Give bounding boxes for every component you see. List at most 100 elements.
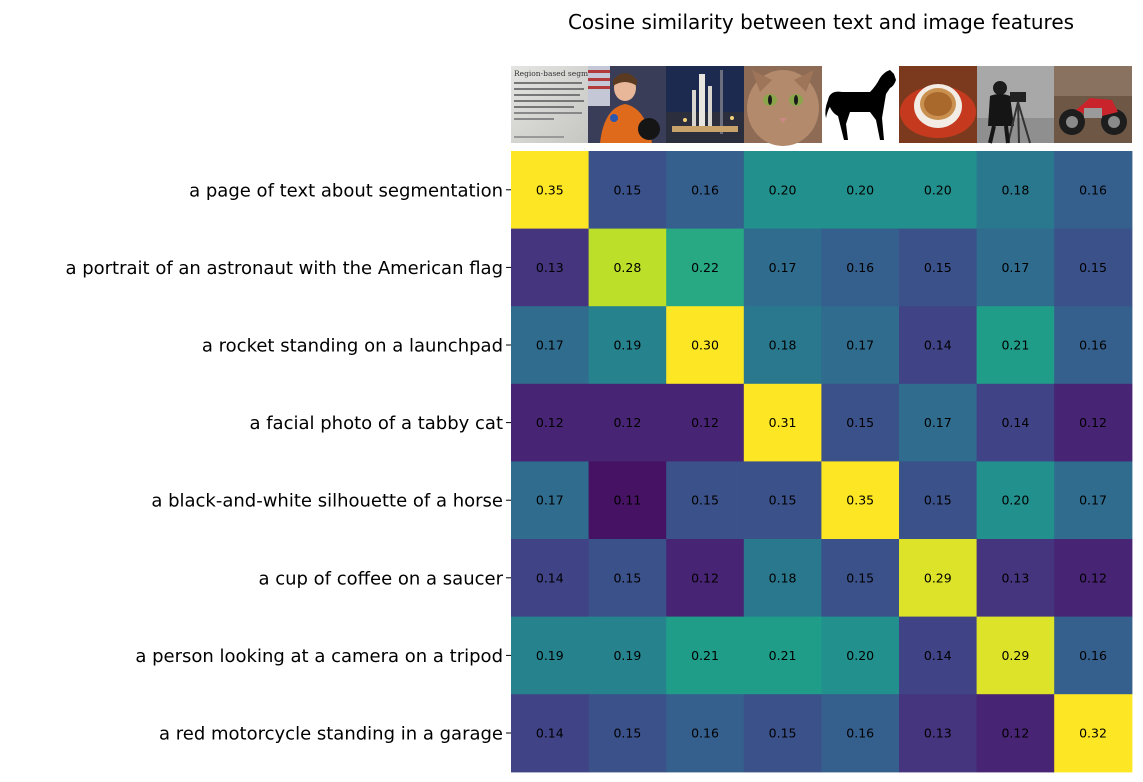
heatmap-cell — [743, 461, 822, 540]
heatmap-cell — [666, 383, 745, 462]
cell-value-label: 0.20 — [769, 182, 797, 197]
cell-value-label: 0.21 — [691, 648, 719, 663]
heatmap-cell — [588, 383, 667, 462]
heatmap-cell — [511, 151, 590, 230]
thumb-coffee-cup — [899, 66, 977, 143]
heatmap-cell — [743, 539, 822, 618]
cell-value-label: 0.17 — [536, 338, 564, 353]
cell-value-label: 0.15 — [613, 570, 641, 585]
row-labels: a page of text about segmentation a portr… — [65, 180, 511, 745]
cell-value-label: 0.13 — [536, 260, 564, 275]
heatmap-cell — [511, 694, 590, 773]
cell-value-label: 0.12 — [1079, 570, 1107, 585]
thumb-tabby-cat — [744, 66, 822, 146]
heatmap-cell — [666, 539, 745, 618]
cell-value-label: 0.17 — [536, 493, 564, 508]
row-label: a facial photo of a tabby cat — [249, 413, 503, 434]
cell-value-label: 0.22 — [691, 260, 719, 275]
cell-value-label: 0.15 — [613, 726, 641, 741]
cell-value-label: 0.28 — [613, 260, 641, 275]
heatmap-cell — [666, 151, 745, 230]
heatmap-cell — [976, 461, 1055, 540]
heatmap-cell — [899, 151, 978, 230]
row-label: a person looking at a camera on a tripod — [135, 646, 503, 667]
heatmap-cell — [511, 539, 590, 618]
cell-value-label: 0.17 — [924, 415, 952, 430]
cell-value-label: 0.12 — [536, 415, 564, 430]
cell-value-label: 0.16 — [846, 260, 874, 275]
cell-value-label: 0.20 — [846, 648, 874, 663]
heatmap-cell — [899, 306, 978, 385]
cell-value-label: 0.12 — [1001, 726, 1029, 741]
heatmap-cell — [1054, 539, 1133, 618]
thumb-horse-silhouette — [822, 66, 899, 143]
cell-value-label: 0.12 — [1079, 415, 1107, 430]
cell-value-label: 0.14 — [924, 338, 952, 353]
heatmap-cell — [976, 694, 1055, 773]
cell-value-label: 0.19 — [536, 648, 564, 663]
heatmap-cell — [821, 694, 900, 773]
cell-value-label: 0.35 — [536, 182, 564, 197]
cell-value-label: 0.14 — [924, 648, 952, 663]
cell-value-label: 0.35 — [846, 493, 874, 508]
heatmap-cell — [511, 228, 590, 307]
heatmap-cell — [588, 151, 667, 230]
heatmap-cell — [821, 306, 900, 385]
cell-value-label: 0.15 — [924, 493, 952, 508]
heatmap-cell — [666, 306, 745, 385]
heatmap-cell — [588, 228, 667, 307]
cell-value-label: 0.19 — [613, 338, 641, 353]
heatmap-cell — [511, 383, 590, 462]
heatmap-cell — [743, 694, 822, 773]
thumb-astronaut — [588, 66, 666, 143]
cell-value-label: 0.16 — [846, 726, 874, 741]
heatmap-cell — [666, 616, 745, 695]
heatmap-cell — [1054, 694, 1133, 773]
heatmap-cell — [976, 151, 1055, 230]
cell-value-label: 0.19 — [613, 648, 641, 663]
heatmap-cell — [511, 306, 590, 385]
cell-value-label: 0.16 — [1079, 648, 1107, 663]
heatmap-cell — [821, 461, 900, 540]
cell-value-label: 0.29 — [924, 570, 952, 585]
thumb-motorcycle — [1054, 66, 1132, 143]
heatmap-cell — [666, 694, 745, 773]
thumb-cameraman — [977, 66, 1054, 144]
thumb-rocket — [666, 66, 744, 143]
heatmap-cell — [743, 228, 822, 307]
heatmap-cell — [743, 306, 822, 385]
heatmap-cell — [1054, 151, 1133, 230]
cell-value-label: 0.16 — [691, 726, 719, 741]
cell-value-label: 0.12 — [691, 570, 719, 585]
heatmap-cell — [976, 616, 1055, 695]
heatmap-cell — [899, 616, 978, 695]
heatmap-cell — [821, 383, 900, 462]
chart-title: Cosine similarity between text and image… — [568, 10, 1074, 34]
cell-value-label: 0.13 — [924, 726, 952, 741]
heatmap-cells: 0.35 0.15 0.16 0.20 0.20 0.20 0.18 0.16 0.13 0.28… — [511, 151, 1133, 773]
cell-value-label: 0.20 — [924, 182, 952, 197]
cell-value-label: 0.15 — [924, 260, 952, 275]
heatmap-cell — [821, 539, 900, 618]
cell-value-label: 0.21 — [769, 648, 797, 663]
heatmap-cell — [1054, 228, 1133, 307]
cell-value-label: 0.17 — [769, 260, 797, 275]
cell-value-label: 0.12 — [691, 415, 719, 430]
cell-value-label: 0.17 — [1001, 260, 1029, 275]
cell-value-label: 0.15 — [769, 726, 797, 741]
heatmap-cell — [1054, 383, 1133, 462]
heatmap-cell — [511, 461, 590, 540]
cell-value-label: 0.21 — [1001, 338, 1029, 353]
heatmap-cell — [976, 383, 1055, 462]
heatmap-cell — [976, 228, 1055, 307]
heatmap-cell — [743, 383, 822, 462]
thumb-page-heading: Region-based segmentation — [514, 69, 620, 78]
heatmap-cell — [588, 461, 667, 540]
cell-value-label: 0.18 — [769, 570, 797, 585]
heatmap-cell — [976, 306, 1055, 385]
heatmap-cell — [511, 616, 590, 695]
heatmap-cell — [899, 383, 978, 462]
heatmap-cell — [588, 539, 667, 618]
heatmap-cell — [1054, 461, 1133, 540]
cell-value-label: 0.14 — [1001, 415, 1029, 430]
